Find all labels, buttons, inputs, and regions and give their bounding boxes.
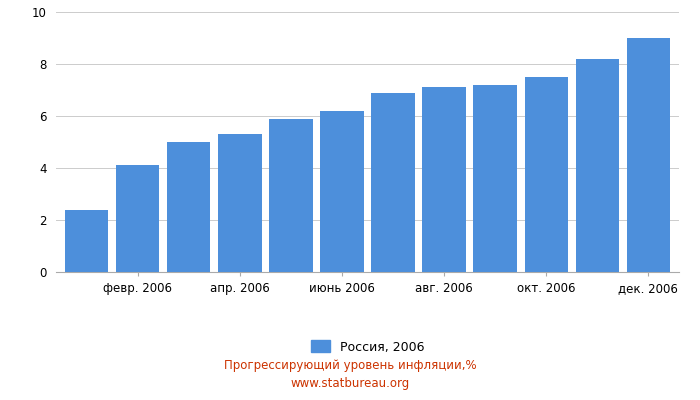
Bar [473, 85, 517, 272]
Text: www.statbureau.org: www.statbureau.org [290, 377, 410, 390]
Bar [167, 142, 211, 272]
Bar [422, 87, 466, 272]
Bar [65, 210, 108, 272]
Bar [218, 134, 262, 272]
Bar [371, 92, 414, 272]
Bar [575, 59, 619, 272]
Bar [270, 118, 313, 272]
Bar [321, 111, 364, 272]
Bar [626, 38, 670, 272]
Text: Прогрессирующий уровень инфляции,%: Прогрессирующий уровень инфляции,% [224, 360, 476, 372]
Bar [524, 77, 568, 272]
Legend: Россия, 2006: Россия, 2006 [306, 336, 429, 359]
Bar [116, 166, 160, 272]
